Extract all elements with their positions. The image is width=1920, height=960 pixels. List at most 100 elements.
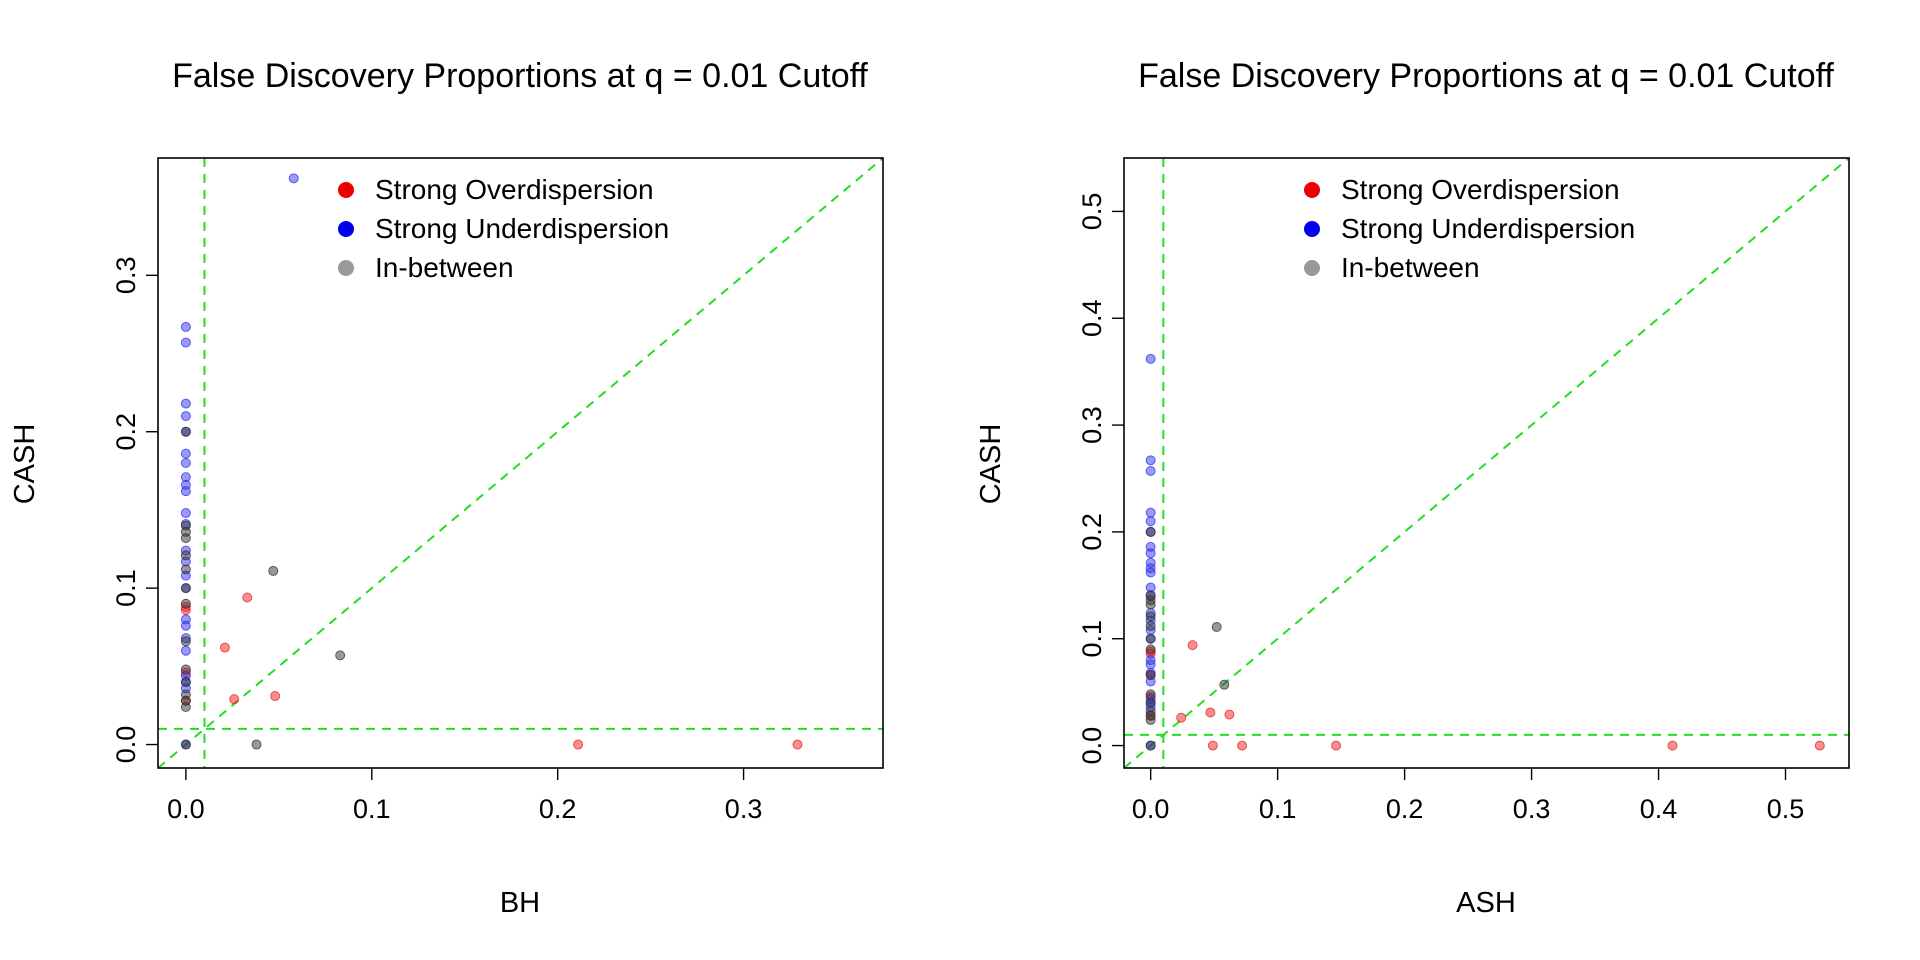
identity-line <box>158 158 883 768</box>
data-point <box>180 411 191 422</box>
x-axis-label: ASH <box>1456 887 1516 919</box>
y-tick-label: 0.1 <box>111 569 141 607</box>
legend-marker <box>1304 182 1320 198</box>
y-tick-label: 0.5 <box>1077 193 1107 231</box>
data-point <box>180 739 191 750</box>
data-point <box>180 398 191 409</box>
x-tick-label: 0.1 <box>353 794 391 824</box>
legend: Strong Overdispersion Strong Underdispers… <box>338 174 669 283</box>
legend-marker <box>338 221 354 237</box>
data-point <box>1207 740 1218 751</box>
y-tick-label: 0.3 <box>111 257 141 295</box>
data-point <box>1814 740 1825 751</box>
data-point <box>1145 670 1156 681</box>
data-point <box>180 426 191 437</box>
data-point <box>180 583 191 594</box>
y-tick-label: 0.0 <box>111 726 141 764</box>
legend-label: In-between <box>1341 252 1480 283</box>
panel-title: False Discovery Proportions at q = 0.01 … <box>172 57 868 95</box>
data-point <box>180 508 191 519</box>
data-points <box>180 173 803 750</box>
data-point <box>180 564 191 575</box>
data-point <box>268 565 279 576</box>
legend-label: Strong Underdispersion <box>1341 213 1635 244</box>
data-point <box>180 550 191 561</box>
data-point <box>1205 707 1216 718</box>
data-point <box>1145 611 1156 622</box>
legend-marker <box>338 260 354 276</box>
x-tick-label: 0.0 <box>1132 794 1170 824</box>
data-point <box>219 642 230 653</box>
legend-label: Strong Underdispersion <box>375 213 669 244</box>
data-point <box>180 598 191 609</box>
x-axis-label: BH <box>500 887 540 919</box>
data-point <box>1331 740 1342 751</box>
data-point <box>229 694 240 705</box>
x-tick-label: 0.4 <box>1640 794 1678 824</box>
data-point <box>1145 599 1156 610</box>
data-point <box>180 636 191 647</box>
legend: Strong Overdispersion Strong Underdispers… <box>1304 174 1635 283</box>
y-tick-label: 0.2 <box>111 413 141 451</box>
data-point <box>180 448 191 459</box>
data-point <box>1145 633 1156 644</box>
data-point <box>1211 621 1222 632</box>
data-point <box>180 337 191 348</box>
data-point <box>1145 516 1156 527</box>
identity-line <box>1124 158 1849 768</box>
data-point <box>1145 548 1156 559</box>
data-point <box>1145 455 1156 466</box>
data-points <box>1145 353 1825 751</box>
data-point <box>180 458 191 468</box>
panel-title: False Discovery Proportions at q = 0.01 … <box>1138 57 1834 95</box>
plot-area-bh: 0.0 0.1 0.2 0.3 0.0 0.1 0.2 0.3 Strong Overdispe… <box>111 157 884 824</box>
data-point <box>1145 644 1156 655</box>
data-point <box>180 620 191 631</box>
data-point <box>1145 507 1156 518</box>
y-tick-label: 0.2 <box>1077 513 1107 551</box>
data-point <box>1219 679 1230 690</box>
data-point <box>180 645 191 656</box>
data-point <box>180 486 191 497</box>
data-point <box>1667 740 1678 751</box>
data-point <box>180 533 191 544</box>
data-point <box>251 739 262 750</box>
data-point <box>1145 697 1156 708</box>
panel-ash: False Discovery Proportions at q = 0.01 … <box>975 57 1850 919</box>
y-axis-label: CASH <box>975 424 1007 505</box>
y-tick-label: 0.0 <box>1077 727 1107 765</box>
legend-label: In-between <box>375 252 514 283</box>
x-tick-label: 0.0 <box>167 794 205 824</box>
reference-lines <box>1124 158 1849 768</box>
legend-marker <box>1304 221 1320 237</box>
data-point <box>180 702 191 712</box>
x-tick-label: 0.5 <box>1767 794 1805 824</box>
x-tick-label: 0.3 <box>725 794 763 824</box>
data-point <box>288 173 299 184</box>
x-tick-label: 0.1 <box>1259 794 1297 824</box>
data-point <box>1145 659 1156 670</box>
legend-label: Strong Overdispersion <box>375 174 654 205</box>
y-tick-label: 0.3 <box>1077 406 1107 444</box>
legend-marker <box>338 182 354 198</box>
data-point <box>1187 640 1198 651</box>
data-point <box>335 650 346 661</box>
plot-frame <box>1123 157 1850 769</box>
data-point <box>270 691 281 702</box>
data-point <box>1145 714 1156 725</box>
y-tick-label: 0.4 <box>1077 299 1107 337</box>
y-axis-label: CASH <box>9 424 41 505</box>
x-tick-label: 0.2 <box>539 794 577 824</box>
y-tick-label: 0.1 <box>1077 620 1107 658</box>
x-tick-label: 0.3 <box>1513 794 1551 824</box>
legend-marker <box>1304 260 1320 276</box>
data-point <box>1237 740 1248 751</box>
data-point <box>242 592 253 603</box>
legend-label: Strong Overdispersion <box>1341 174 1620 205</box>
plot-area-ash: 0.0 0.1 0.2 0.3 0.4 0.5 0.0 0.1 0.2 0.3 0.4 0.5 Stro… <box>1077 157 1850 824</box>
plot-frame <box>157 157 884 769</box>
data-point <box>180 664 191 675</box>
x-tick-label: 0.2 <box>1386 794 1424 824</box>
